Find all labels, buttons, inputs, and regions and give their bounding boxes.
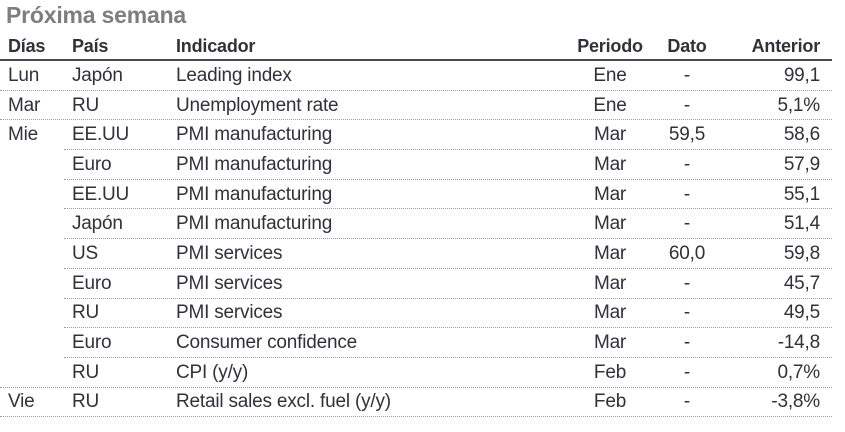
table-row: Japón PMI manufacturing Mar - 51,4 <box>0 209 832 239</box>
cell-indicador: PMI services <box>176 242 283 264</box>
cell-anterior: -3,8% <box>771 391 820 413</box>
table-row: RU PMI services Mar - 49,5 <box>0 299 832 329</box>
cell-indicador: PMI manufacturing <box>176 153 333 175</box>
table-row: Lun Japón Leading index Ene - 99,1 <box>0 61 832 91</box>
cell-anterior: 0,7% <box>777 361 820 383</box>
cell-dato: - <box>683 302 691 324</box>
cell-pais: Japón <box>72 64 123 86</box>
cell-indicador: Retail sales excl. fuel (y/y) <box>176 391 391 413</box>
cell-periodo: Mar <box>593 332 627 354</box>
table-header-row: Días País Indicador Periodo Dato Anterio… <box>0 34 832 61</box>
cell-periodo: Mar <box>593 183 627 205</box>
cell-dato: - <box>683 183 691 205</box>
page-title: Próxima semana <box>6 2 187 28</box>
column-header-indicador: Indicador <box>176 36 256 56</box>
cell-anterior: 45,7 <box>783 272 820 294</box>
cell-periodo: Mar <box>593 242 627 264</box>
table-row: US PMI services Mar 60,0 59,8 <box>0 239 832 269</box>
cell-pais: RU <box>72 302 100 324</box>
column-header-anterior: Anterior <box>751 36 820 56</box>
cell-indicador: Leading index <box>176 64 292 86</box>
cell-periodo: Ene <box>593 94 627 116</box>
cell-periodo: Ene <box>593 64 627 86</box>
cell-indicador: PMI services <box>176 302 283 324</box>
cell-dias: Mar <box>8 94 41 116</box>
cell-indicador: PMI manufacturing <box>176 124 333 146</box>
cell-anterior: 51,4 <box>783 213 820 235</box>
column-header-dias: Días <box>8 36 46 56</box>
cell-dias: Lun <box>8 64 40 86</box>
cell-anterior: 49,5 <box>783 302 820 324</box>
cell-dato: - <box>683 213 691 235</box>
cell-indicador: PMI manufacturing <box>176 183 333 205</box>
cell-dato: - <box>683 391 691 413</box>
table-row: Mar RU Unemployment rate Ene - 5,1% <box>0 91 832 121</box>
cell-anterior: 55,1 <box>783 183 820 205</box>
column-header-dato: Dato <box>667 36 707 56</box>
cell-pais: Euro <box>72 272 112 294</box>
table-row: Mie EE.UU PMI manufacturing Mar 59,5 58,6 <box>0 120 832 150</box>
cell-pais: Japón <box>72 213 123 235</box>
cell-anterior: 59,8 <box>783 242 820 264</box>
table-row: Vie RU Retail sales excl. fuel (y/y) Feb - -3… <box>0 388 832 418</box>
cell-pais: Euro <box>72 153 112 175</box>
economic-calendar-table: Días País Indicador Periodo Dato Anterio… <box>0 34 832 417</box>
cell-periodo: Mar <box>593 124 627 146</box>
cell-dias: Mie <box>8 124 39 146</box>
cell-periodo: Mar <box>593 272 627 294</box>
table-row: RU CPI (y/y) Feb - 0,7% <box>0 358 832 388</box>
cell-dias: Vie <box>8 391 35 413</box>
table-row: Euro Consumer confidence Mar - -14,8 <box>0 328 832 358</box>
cell-pais: RU <box>72 361 100 383</box>
cell-dato: - <box>683 361 691 383</box>
cell-anterior: 5,1% <box>777 94 820 116</box>
cell-pais: RU <box>72 94 100 116</box>
column-header-pais: País <box>72 36 109 56</box>
cell-indicador: PMI manufacturing <box>176 213 333 235</box>
cell-pais: US <box>72 242 98 264</box>
cell-dato: - <box>683 153 691 175</box>
cell-indicador: Consumer confidence <box>176 332 358 354</box>
cell-dato: - <box>683 272 691 294</box>
cell-dato: - <box>683 64 691 86</box>
cell-pais: EE.UU <box>72 124 130 146</box>
cell-dato: 60,0 <box>668 242 706 264</box>
cell-pais: Euro <box>72 332 112 354</box>
cell-indicador: PMI services <box>176 272 283 294</box>
cell-anterior: 99,1 <box>783 64 820 86</box>
cell-anterior: 57,9 <box>783 153 820 175</box>
cell-periodo: Feb <box>593 361 627 383</box>
table-body: Lun Japón Leading index Ene - 99,1 Mar RU Unempl… <box>0 61 832 417</box>
table-row: Euro PMI services Mar - 45,7 <box>0 269 832 299</box>
column-header-periodo: Periodo <box>577 36 643 56</box>
cell-anterior: -14,8 <box>777 332 820 354</box>
cell-indicador: CPI (y/y) <box>176 361 249 383</box>
cell-pais: RU <box>72 391 100 413</box>
cell-anterior: 58,6 <box>783 124 820 146</box>
cell-periodo: Mar <box>593 302 627 324</box>
cell-dato: - <box>683 94 691 116</box>
cell-periodo: Mar <box>593 153 627 175</box>
table-row: EE.UU PMI manufacturing Mar - 55,1 <box>0 180 832 210</box>
cell-dato: - <box>683 332 691 354</box>
cell-pais: EE.UU <box>72 183 130 205</box>
cell-dato: 59,5 <box>668 124 706 146</box>
cell-indicador: Unemployment rate <box>176 94 339 116</box>
cell-periodo: Feb <box>593 391 627 413</box>
table-row: Euro PMI manufacturing Mar - 57,9 <box>0 150 832 180</box>
cell-periodo: Mar <box>593 213 627 235</box>
